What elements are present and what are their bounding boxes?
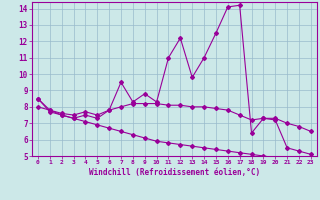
X-axis label: Windchill (Refroidissement éolien,°C): Windchill (Refroidissement éolien,°C) <box>89 168 260 177</box>
